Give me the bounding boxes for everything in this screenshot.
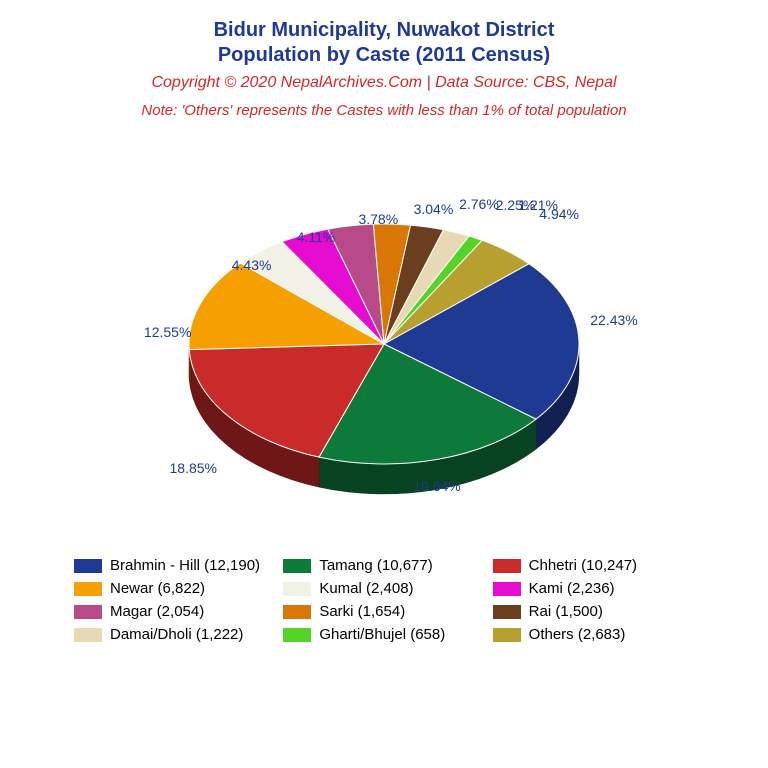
legend-item: Chhetri (10,247) [493,557,694,574]
legend-label: Others (2,683) [529,626,626,643]
legend-label: Tamang (10,677) [319,557,432,574]
legend-swatch [74,582,102,596]
slice-label: 2.76% [459,196,499,212]
legend-swatch [74,628,102,642]
legend-item: Kami (2,236) [493,580,694,597]
legend-item: Newar (6,822) [74,580,275,597]
legend-label: Newar (6,822) [110,580,205,597]
legend-item: Sarki (1,654) [283,603,484,620]
legend-item: Rai (1,500) [493,603,694,620]
legend-label: Damai/Dholi (1,222) [110,626,243,643]
copyright-text: Copyright © 2020 NepalArchives.Com | Dat… [0,74,768,92]
legend-item: Damai/Dholi (1,222) [74,626,275,643]
legend-swatch [283,582,311,596]
slice-label: 3.78% [358,211,398,227]
legend-swatch [283,628,311,642]
slice-label: 4.11% [297,229,336,245]
legend-label: Brahmin - Hill (12,190) [110,557,260,574]
legend-swatch [283,559,311,573]
legend-swatch [74,605,102,619]
legend-swatch [493,582,521,596]
legend-label: Kami (2,236) [529,580,615,597]
legend-swatch [283,605,311,619]
slice-label: 12.55% [144,324,191,340]
legend-label: Magar (2,054) [110,603,204,620]
legend-label: Chhetri (10,247) [529,557,637,574]
legend-swatch [493,559,521,573]
legend-label: Kumal (2,408) [319,580,413,597]
legend-label: Sarki (1,654) [319,603,405,620]
legend: Brahmin - Hill (12,190) Tamang (10,677) Ch… [74,557,694,643]
legend-item: Tamang (10,677) [283,557,484,574]
slice-label: 4.43% [232,257,272,273]
chart-title-line2: Population by Caste (2011 Census) [0,43,768,68]
legend-label: Gharti/Bhujel (658) [319,626,445,643]
legend-swatch [74,559,102,573]
legend-label: Rai (1,500) [529,603,603,620]
legend-item: Others (2,683) [493,626,694,643]
slice-label: 22.43% [590,312,637,328]
slice-label: 3.04% [414,201,454,217]
pie-chart: 22.43% 19.64% 18.85% 12.55% 4.43% 4.11% 3.78% 3… [0,129,768,549]
legend-item: Magar (2,054) [74,603,275,620]
legend-swatch [493,628,521,642]
slice-label: 4.94% [539,206,579,222]
pie-svg [0,129,768,549]
legend-swatch [493,605,521,619]
legend-item: Gharti/Bhujel (658) [283,626,484,643]
legend-item: Brahmin - Hill (12,190) [74,557,275,574]
note-text: Note: 'Others' represents the Castes wit… [0,102,768,119]
legend-item: Kumal (2,408) [283,580,484,597]
title-block: Bidur Municipality, Nuwakot District Pop… [0,0,768,119]
slice-label: 18.85% [170,460,217,476]
chart-title-line1: Bidur Municipality, Nuwakot District [0,18,768,43]
slice-label: 19.64% [413,478,460,494]
